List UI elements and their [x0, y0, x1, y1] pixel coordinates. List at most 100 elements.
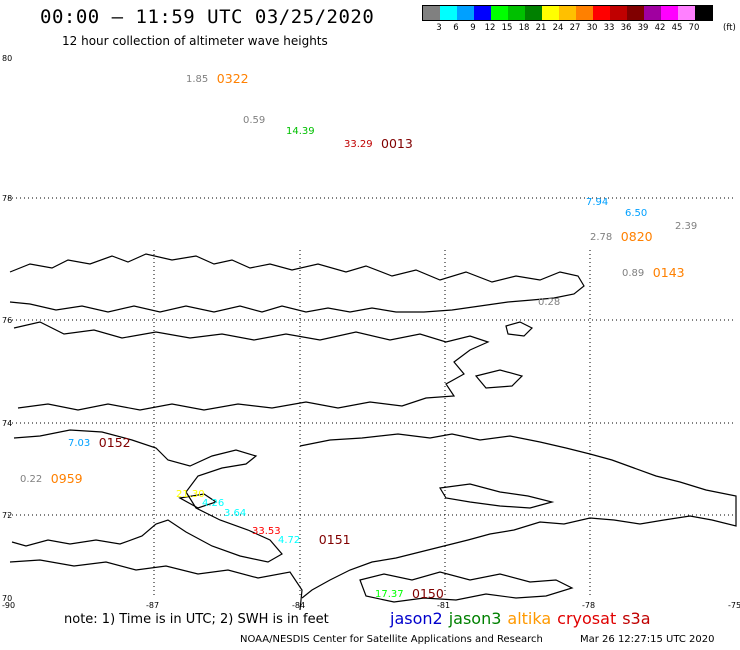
legend-swatch: [559, 6, 576, 20]
longitude-label: -75: [728, 601, 740, 610]
legend-label: 24: [552, 23, 564, 33]
legend-label: 45: [671, 23, 683, 33]
satellite-s3a: s3a: [622, 609, 651, 628]
legend-label-row: (ft) 3 6 9 12 15 18 21 24 27 30 33 36 39 42 45 70: [422, 21, 736, 33]
swh-value: 7.03: [68, 438, 90, 449]
observation-time: 0959: [51, 471, 83, 486]
legend-label: 39: [637, 23, 649, 33]
coastline-islet-c: [178, 493, 218, 509]
swh-value: 0.59: [243, 115, 265, 126]
observation-time: 0143: [653, 265, 685, 280]
coastlines: [9, 253, 737, 610]
legend-swatch: [627, 6, 644, 20]
legend-swatch-bar: [422, 5, 713, 21]
legend-label: 36: [620, 23, 632, 33]
legend-label: 27: [569, 23, 581, 33]
latitude-label: 78: [2, 194, 12, 203]
map-title: 00:00 – 11:59 UTC 03/25/2020: [40, 6, 375, 28]
swh-value: 2.78: [590, 232, 612, 243]
coastline-islands-south: [359, 571, 574, 603]
swh-value: 3.64: [224, 508, 246, 519]
legend-swatch: [525, 6, 542, 20]
observation-labels: 1.85 0322 0.59 14.39 33.29 0013 7.94 6.50 2.78 08…: [20, 71, 697, 601]
observation-time: 0150: [412, 586, 444, 601]
coastline-south: [9, 559, 303, 610]
legend-swatch: [491, 6, 508, 20]
swh-value: 4.72: [278, 535, 300, 546]
coastline-inlet-a: [439, 483, 555, 509]
legend-swatch: [542, 6, 559, 20]
generated-timestamp: Mar 26 12:27:15 UTC 2020: [580, 634, 715, 645]
longitude-label: -87: [146, 601, 159, 610]
coastline-islet-b: [474, 369, 524, 389]
swh-value: 21.30: [176, 489, 205, 500]
altimeter-map: 80 78 76 74 72 70-90 -87 -84 -81 -78 -75 1.85 0322 0…: [2, 54, 740, 610]
coastline-islet-a: [505, 321, 534, 337]
observation-time: 0820: [621, 229, 653, 244]
observation-time: 0151: [319, 532, 351, 547]
legend-label: 70: [688, 23, 700, 33]
observation-time: 0322: [217, 71, 249, 86]
legend-unit: (ft): [723, 23, 736, 33]
swh-value: 7.94: [586, 197, 608, 208]
coastline-southwest: [11, 429, 283, 563]
legend-swatch: [610, 6, 627, 20]
legend-label: 9: [470, 23, 476, 33]
legend-label: 42: [654, 23, 666, 33]
legend-swatch: [661, 6, 678, 20]
satellite-altika: altika: [507, 609, 552, 628]
legend-label: 3: [436, 23, 442, 33]
swh-value: 6.50: [625, 208, 647, 219]
map-subtitle: 12 hour collection of altimeter wave hei…: [62, 34, 328, 48]
legend-swatch: [593, 6, 610, 20]
longitude-label: -84: [292, 601, 305, 610]
legend-swatch: [457, 6, 474, 20]
swh-value: 33.29: [344, 139, 373, 150]
swh-value: 0.22: [20, 474, 42, 485]
latitude-label: 74: [2, 419, 12, 428]
legend-label: 21: [535, 23, 547, 33]
swh-value: 17.37: [375, 589, 404, 600]
legend-label: 30: [586, 23, 598, 33]
longitude-label: -78: [582, 601, 595, 610]
legend-label: 15: [501, 23, 513, 33]
satellite-jason2: jason2: [390, 609, 443, 628]
wave-height-color-legend: (ft) 3 6 9 12 15 18 21 24 27 30 33 36 39 42 45 70: [422, 5, 736, 33]
legend-label: 18: [518, 23, 530, 33]
swh-value: 14.39: [286, 126, 315, 137]
latitude-label: 70: [2, 594, 12, 603]
latitude-label: 72: [2, 511, 12, 520]
legend-swatch: [508, 6, 525, 20]
satellite-jason3: jason3: [448, 609, 502, 628]
satellite-legend: jason2 jason3 altika cryosat s3a: [390, 609, 657, 628]
coastline-east: [299, 433, 737, 599]
coastline-north: [9, 253, 585, 313]
swh-value: 2.39: [675, 221, 697, 232]
longitude-label: -90: [2, 601, 15, 610]
swh-value: 33.53: [252, 526, 281, 537]
lat-lon-grid: 80 78 76 74 72 70-90 -87 -84 -81 -78 -75: [2, 54, 740, 610]
legend-swatch: [695, 6, 712, 20]
legend-swatch: [440, 6, 457, 20]
latitude-label: 76: [2, 316, 12, 325]
legend-swatch: [474, 6, 491, 20]
satellite-cryosat: cryosat: [557, 609, 617, 628]
coastline-central-island: [13, 321, 490, 411]
legend-label: 33: [603, 23, 615, 33]
swh-value: 4.26: [202, 498, 224, 509]
footer-note: note: 1) Time is in UTC; 2) SWH is in fe…: [64, 612, 329, 627]
swh-value: 0.28: [538, 297, 560, 308]
legend-swatch: [423, 6, 440, 20]
observation-time: 0152: [99, 435, 131, 450]
swh-value: 1.85: [186, 74, 208, 85]
swh-value: 0.89: [622, 268, 644, 279]
observation-time: 0013: [381, 136, 413, 151]
legend-label: 6: [453, 23, 459, 33]
legend-swatch: [576, 6, 593, 20]
legend-swatch: [678, 6, 695, 20]
legend-label: 12: [484, 23, 496, 33]
credit-line: NOAA/NESDIS Center for Satellite Applica…: [240, 634, 543, 645]
longitude-label: -81: [437, 601, 450, 610]
legend-swatch: [644, 6, 661, 20]
latitude-label: 80: [2, 54, 12, 63]
